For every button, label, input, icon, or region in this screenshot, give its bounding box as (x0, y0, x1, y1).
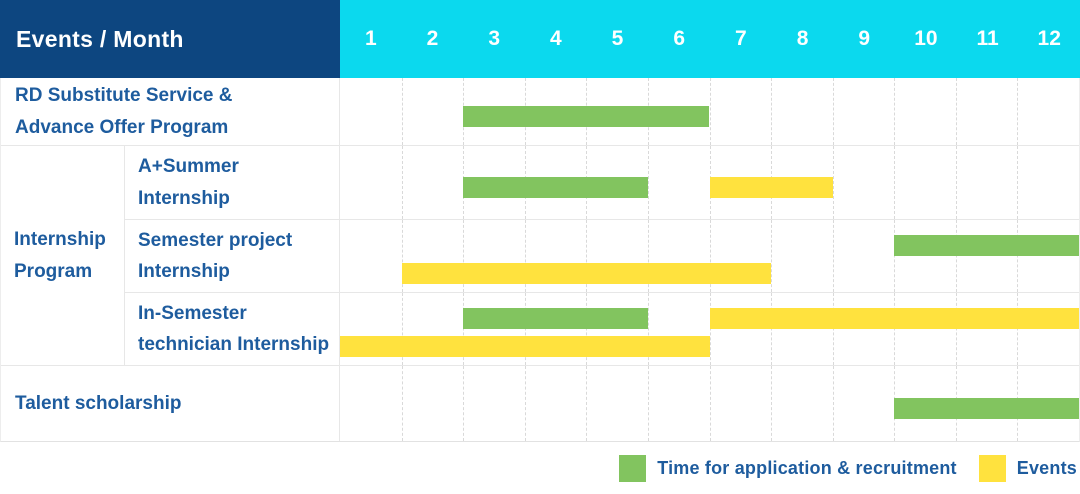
month-gridline (463, 220, 465, 292)
legend-swatch-event (978, 455, 1006, 482)
month-gridline (832, 78, 834, 145)
month-gridline (586, 220, 588, 292)
month-header-cell: 12 (1037, 27, 1061, 50)
month-gridline (771, 220, 773, 292)
month-header-cell: 9 (858, 27, 871, 50)
month-gridline (709, 78, 711, 145)
month-gridline (955, 78, 957, 145)
legend-item-application: Time for application & recruitment (619, 455, 957, 482)
row-timeline (340, 366, 1079, 441)
month-gridline (647, 366, 649, 441)
legend-swatch-application (619, 455, 647, 482)
bar-application (463, 308, 648, 329)
row-label: Talent scholarship (1, 366, 340, 441)
month-gridline (524, 220, 526, 292)
gantt-row: Talent scholarship (1, 365, 1079, 441)
month-header-cell: 4 (550, 27, 562, 50)
month-gridline (463, 366, 465, 441)
month-gridline (955, 220, 957, 292)
gantt-row: In-Semester technician Internship (125, 292, 1079, 365)
row-timeline (340, 146, 1079, 219)
month-gridline (1017, 293, 1019, 365)
legend-label: Time for application & recruitment (657, 458, 957, 478)
month-gridline (401, 366, 403, 441)
month-gridline (401, 293, 403, 365)
month-gridline (401, 220, 403, 292)
bar-application (463, 105, 710, 127)
gantt-row-group: Internship Program A+Summer Internship Sem… (1, 145, 1079, 365)
corner-header: Events / Month (0, 0, 340, 78)
row-label: In-Semester technician Internship (125, 293, 340, 365)
month-header-cell: 10 (914, 27, 938, 50)
bar-event (401, 263, 772, 284)
month-header-cell: 6 (673, 27, 686, 50)
legend-row: Time for application & recruitment Events (0, 455, 1080, 482)
bar-application (463, 176, 648, 198)
gantt-row: A+Summer Internship (125, 146, 1079, 219)
month-gridline (524, 293, 526, 365)
gantt-row: Semester project Internship (125, 219, 1079, 292)
bar-event (340, 336, 710, 357)
bar-application (894, 235, 1079, 256)
month-gridline (401, 78, 403, 145)
row-label: RD Substitute Service & Advance Offer Pr… (1, 78, 340, 145)
row-label: Semester project Internship (125, 220, 340, 292)
gantt-row: RD Substitute Service & Advance Offer Pr… (1, 78, 1079, 145)
month-gridline (894, 220, 896, 292)
gantt-chart: Events / Month 1 2 3 4 5 6 7 8 9 10 11 12 RD Substi… (0, 0, 1080, 442)
legend-item-event: Events (978, 455, 1077, 482)
gantt-body: RD Substitute Service & Advance Offer Pr… (0, 78, 1080, 442)
row-timeline (340, 220, 1079, 292)
month-gridline (832, 366, 834, 441)
month-header-cell: 5 (611, 27, 624, 50)
month-gridline (771, 366, 773, 441)
row-timeline (340, 78, 1079, 145)
month-gridline (832, 146, 834, 219)
row-timeline (340, 293, 1079, 365)
month-gridline (586, 293, 588, 365)
month-gridline (1017, 220, 1019, 292)
month-gridline (894, 146, 896, 219)
bar-event (709, 308, 1079, 329)
group-label-internship-program: Internship Program (1, 146, 125, 365)
legend-label: Events (1016, 458, 1077, 478)
month-gridline (647, 220, 649, 292)
month-header-cell: 7 (735, 27, 747, 50)
month-gridline (894, 78, 896, 145)
month-header-row: 1 2 3 4 5 6 7 8 9 10 11 12 (340, 0, 1080, 78)
bar-event (709, 176, 833, 198)
header-row: Events / Month 1 2 3 4 5 6 7 8 9 10 11 12 (0, 0, 1080, 78)
month-gridline (894, 293, 896, 365)
month-gridline (524, 366, 526, 441)
month-gridline (709, 220, 711, 292)
month-header-cell: 11 (976, 27, 999, 50)
month-gridline (955, 293, 957, 365)
month-gridline (647, 293, 649, 365)
month-gridline (709, 366, 711, 441)
bar-application (894, 397, 1079, 419)
month-gridline (771, 78, 773, 145)
month-gridline (771, 293, 773, 365)
month-gridline (955, 146, 957, 219)
month-gridline (647, 146, 649, 219)
month-header-cell: 2 (426, 27, 439, 50)
month-gridline (709, 293, 711, 365)
group-rows: A+Summer Internship Semester project Inte… (125, 146, 1079, 365)
month-gridline (1017, 146, 1019, 219)
month-gridline (401, 146, 403, 219)
month-gridline (586, 366, 588, 441)
row-label: A+Summer Internship (125, 146, 340, 219)
month-gridline (463, 293, 465, 365)
month-gridline (1017, 78, 1019, 145)
month-gridline (832, 293, 834, 365)
month-header-cell: 1 (364, 27, 377, 50)
month-gridline (832, 220, 834, 292)
month-header-cell: 8 (796, 27, 809, 50)
month-header-cell: 3 (488, 27, 501, 50)
